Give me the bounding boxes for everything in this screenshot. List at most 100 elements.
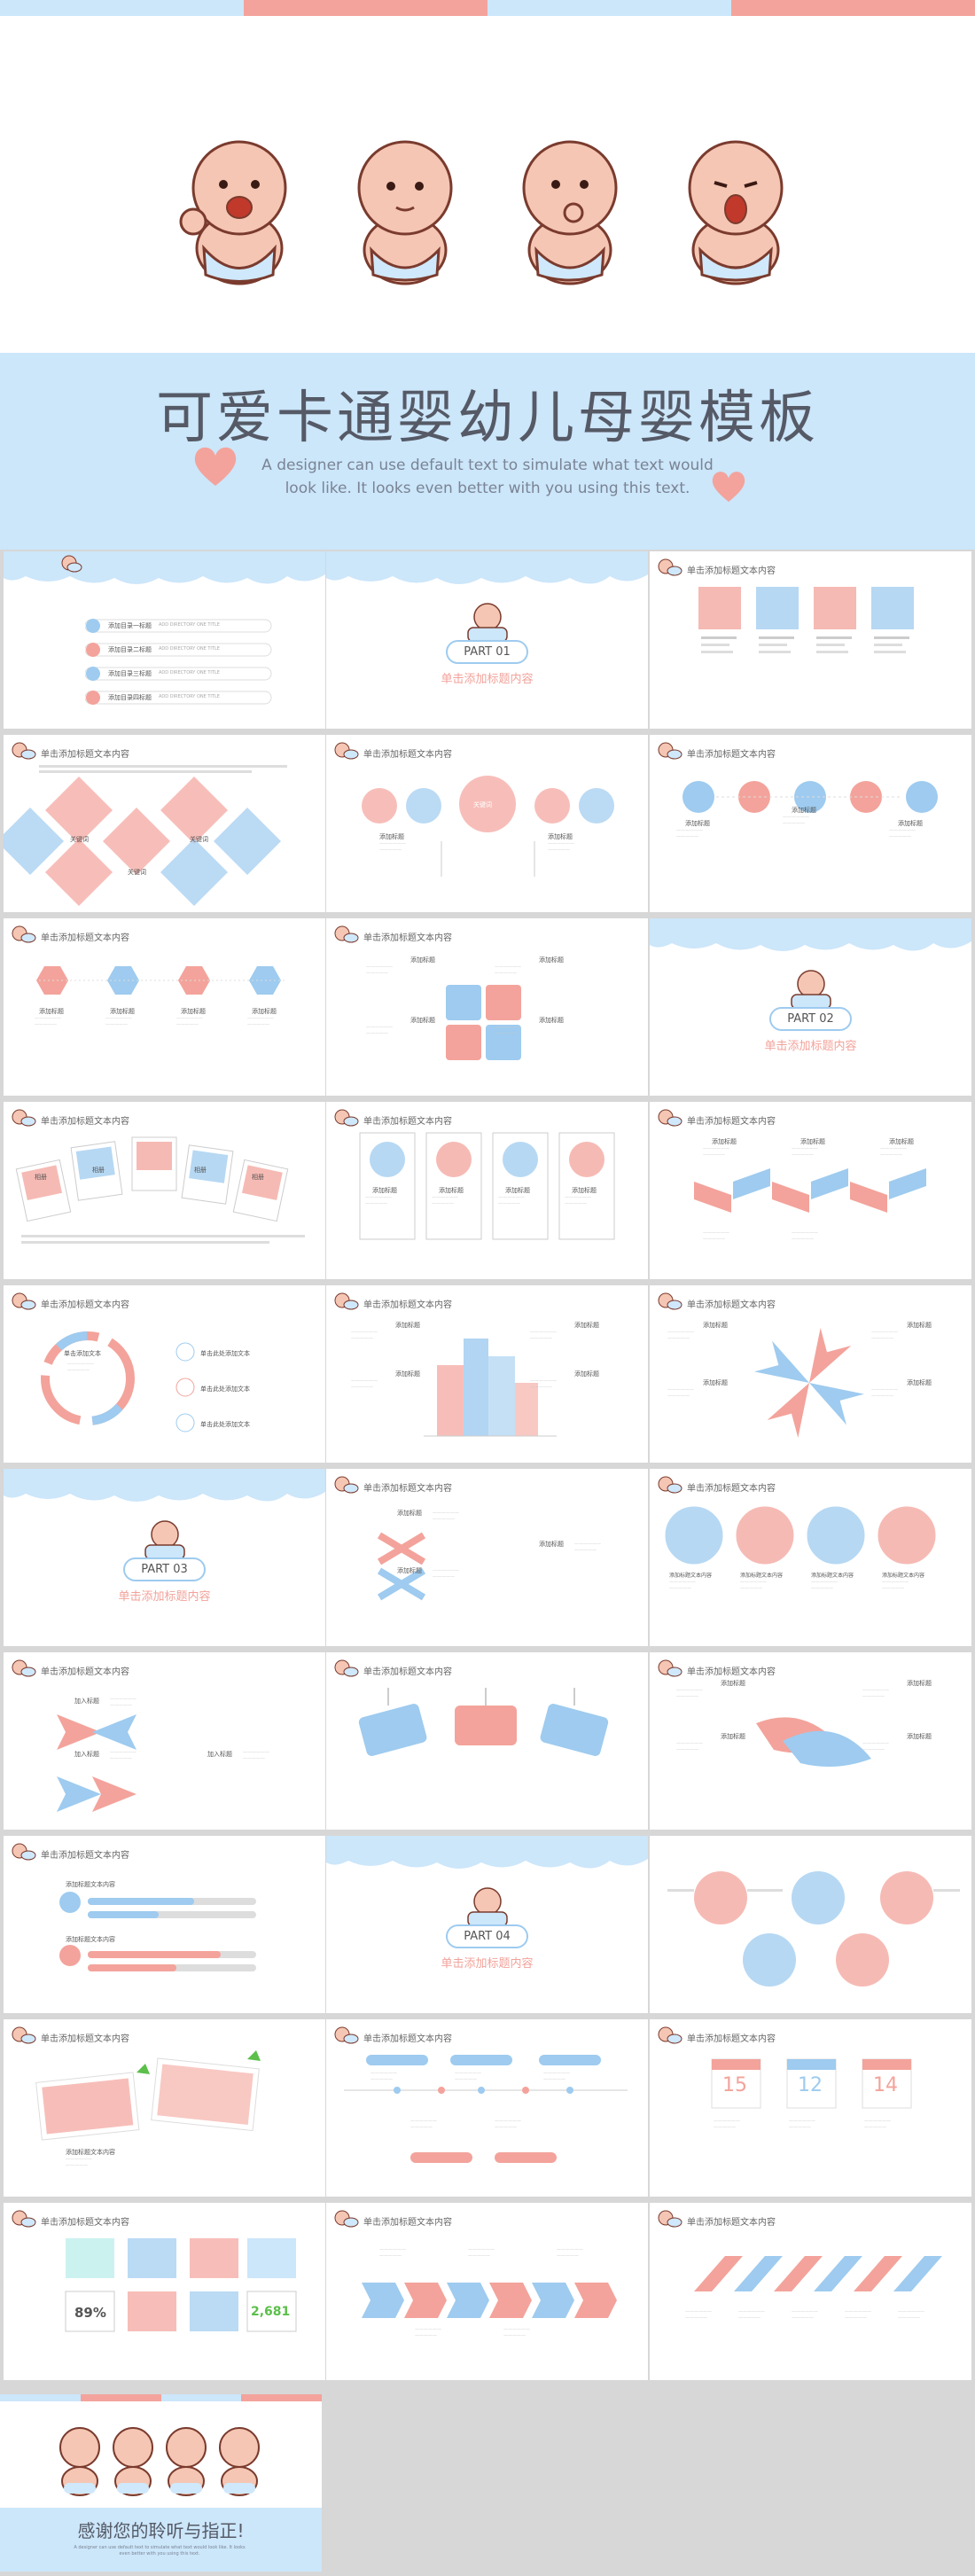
placeholder-text: —————— ————— bbox=[703, 1230, 729, 1242]
item-label: 添加标题 bbox=[703, 1379, 728, 1386]
part-header: PART 04 单击添加标题内容 bbox=[326, 1889, 648, 1971]
item-label: 添加标题 bbox=[907, 1379, 932, 1386]
toc-item-label[interactable]: 添加目录二标题 bbox=[108, 646, 152, 653]
item-label: 添加标题 bbox=[395, 1370, 420, 1378]
diamond-label: 关键词 bbox=[128, 869, 146, 876]
slide-thumbnail-13[interactable]: 单击添加标题文本内容 添加标题 —————— ————— 添加标题 —————— —————… bbox=[650, 1102, 971, 1279]
item-label: 添加标题 bbox=[539, 1017, 564, 1024]
slide-title: 单击添加标题文本内容 bbox=[363, 1667, 452, 1677]
calendar-pages bbox=[650, 2046, 971, 2197]
slide-thumbnail-2[interactable]: 添加目录一标题 ADD DIRECTORY ONE TITLE 添加目录二标题 ADD… bbox=[4, 551, 325, 729]
circle-row bbox=[326, 761, 648, 912]
slide-thumbnail-20[interactable]: 单击添加标题文本内容 加入标题 —————— ————— 加入标题 —————— —————… bbox=[4, 1652, 325, 1830]
slide-thumbnail-25[interactable] bbox=[650, 1836, 971, 2013]
toc-item-label[interactable]: 添加目录一标题 bbox=[108, 622, 152, 629]
cover-slide[interactable]: 可爱卡通婴幼儿母婴模板 A designer can use default t… bbox=[0, 0, 975, 550]
placeholder-text: —————— ————— bbox=[871, 1387, 898, 1399]
baby-logo-icon bbox=[657, 1659, 683, 1682]
placeholder-text: —————— ————— bbox=[105, 1016, 132, 1027]
placeholder-text: —————— ————— bbox=[882, 1580, 909, 1591]
slide-thumbnail-24[interactable]: PART 04 单击添加标题内容 bbox=[326, 1836, 648, 2013]
photo-label: 相册 bbox=[35, 1174, 47, 1181]
slide-thumbnail-10[interactable]: PART 02 单击添加标题内容 bbox=[650, 918, 971, 1096]
timeline-graphic bbox=[326, 2046, 648, 2197]
slide-thumbnail-4[interactable]: 单击添加标题文本内容 bbox=[650, 551, 971, 729]
item-label: 添加标题 bbox=[792, 807, 816, 814]
slide-title: 单击添加标题文本内容 bbox=[687, 566, 776, 576]
diamond-grid bbox=[4, 761, 325, 912]
part-badge: PART 04 bbox=[446, 1924, 528, 1948]
slide-thumbnail-26[interactable]: 单击添加标题文本内容 添加标题文本内容 —————— ————— bbox=[4, 2019, 325, 2197]
slide-thumbnail-23[interactable]: 单击添加标题文本内容 添加标题文本内容 添加标题文本内容 bbox=[4, 1836, 325, 2013]
slide-title: 单击添加标题文本内容 bbox=[363, 1117, 452, 1127]
title-band bbox=[0, 353, 975, 550]
slide-thumbnail-22[interactable]: 单击添加标题文本内容 添加标题 —————— ————— 添加标题 —————— —————… bbox=[650, 1652, 971, 1830]
placeholder-text: —————— ————— bbox=[415, 2327, 441, 2338]
calendar-day: 12 bbox=[798, 2074, 823, 2096]
part-subtitle: 单击添加标题内容 bbox=[441, 673, 534, 686]
item-label: 添加标题文本内容 bbox=[66, 1936, 115, 1943]
slide-thumbnail-17[interactable]: PART 03 单击添加标题内容 bbox=[4, 1469, 325, 1646]
item-label: 添加标题 bbox=[572, 1187, 597, 1194]
slide-title: 单击添加标题文本内容 bbox=[41, 2034, 129, 2044]
item-label: 添加标题 bbox=[574, 1322, 599, 1329]
baby-logo-icon bbox=[333, 2210, 360, 2233]
slide-thumbnail-21[interactable]: 单击添加标题文本内容 bbox=[326, 1652, 648, 1830]
slide-thumbnail-14[interactable]: 单击添加标题文本内容 单击添加文本 —————— ————— 单击此处添加文本 单击此处… bbox=[4, 1285, 325, 1463]
item-label: 添加标题 bbox=[907, 1680, 932, 1687]
toc-pill bbox=[84, 642, 280, 661]
slide-thumbnail-11[interactable]: 单击添加标题文本内容 相册 相册 相册 相册 bbox=[4, 1102, 325, 1279]
part-badge: PART 02 bbox=[769, 1007, 852, 1031]
placeholder-text: —————— ————— bbox=[738, 2309, 765, 2321]
placeholder-text: —————— ————— bbox=[714, 2119, 740, 2130]
slide-thumbnail-6[interactable]: 单击添加标题文本内容 关键词 添加标题 添加标题 —————— ————— —————— ——… bbox=[326, 735, 648, 912]
part-badge: PART 03 bbox=[123, 1557, 206, 1581]
baby-logo-icon bbox=[657, 1109, 683, 1132]
placeholder-text: —————— ————— bbox=[110, 1697, 136, 1708]
slide-title: 单击添加标题文本内容 bbox=[41, 933, 129, 943]
slide-thumbnail-27[interactable]: 单击添加标题文本内容 —————— ————— —————— ————— —————— —… bbox=[326, 2019, 648, 2197]
ending-subtitle: A designer can use default text to simul… bbox=[74, 2545, 246, 2556]
item-label: 加入标题 bbox=[74, 1698, 99, 1705]
item-label: 添加标题 bbox=[712, 1138, 737, 1145]
item-label: 添加标题 bbox=[395, 1322, 420, 1329]
placeholder-text: —————— ————— bbox=[676, 828, 703, 839]
slide-thumbnail-8[interactable]: 单击添加标题文本内容 添加标题 —————— ————— 添加标题 —————— —————… bbox=[4, 918, 325, 1096]
baby-logo-icon bbox=[57, 555, 92, 585]
ending-slide[interactable]: 感谢您的聆听与指正! A designer can use default te… bbox=[0, 2394, 322, 2572]
baby-happy-icon bbox=[179, 140, 287, 285]
slide-thumbnail-9[interactable]: 单击添加标题文本内容 添加标题 —————— ————— 添加标题 —————— —————… bbox=[326, 918, 648, 1096]
slide-thumbnail-7[interactable]: 单击添加标题文本内容 添加标题 —————— ————— 添加标题 —————— —————… bbox=[650, 735, 971, 912]
bubble-row bbox=[650, 1495, 971, 1646]
slide-thumbnail-19[interactable]: 单击添加标题文本内容 添加标题文本内容 —————— ————— 添加标题文本内容 ———… bbox=[650, 1469, 971, 1646]
placeholder-text: —————— ————— bbox=[498, 1195, 525, 1206]
slide-title: 单击添加标题文本内容 bbox=[363, 750, 452, 760]
baby-thinking-icon bbox=[522, 140, 618, 285]
item-label: 加入标题 bbox=[207, 1751, 232, 1758]
toc-item-label[interactable]: 添加目录四标题 bbox=[108, 694, 152, 701]
slide-thumbnail-3[interactable]: PART 01 单击添加标题内容 bbox=[326, 551, 648, 729]
slide-thumbnail-30[interactable]: 单击添加标题文本内容 —————— ————— —————— ————— —————— ——… bbox=[326, 2203, 648, 2380]
placeholder-text: —————— ————— bbox=[565, 1195, 591, 1206]
slide-thumbnail-31[interactable]: 单击添加标题文本内容 —————— ————— —————— ————— —————— ——… bbox=[650, 2203, 971, 2380]
slide-thumbnail-15[interactable]: 单击添加标题文本内容 添加标题 —————— ————— 添加标题 —————— —————… bbox=[326, 1285, 648, 1463]
gradient-squares bbox=[650, 578, 971, 729]
part-header: PART 02 单击添加标题内容 bbox=[650, 972, 971, 1053]
slide-thumbnail-28[interactable]: 单击添加标题文本内容 15 —————— ————— 12 —————— ————— 14 ——… bbox=[650, 2019, 971, 2197]
slide-thumbnail-29[interactable]: 单击添加标题文本内容 89% 2,681 bbox=[4, 2203, 325, 2380]
slide-title: 单击添加标题文本内容 bbox=[41, 1300, 129, 1310]
baby-logo-icon bbox=[333, 1659, 360, 1682]
placeholder-text: —————— ————— bbox=[862, 1741, 889, 1752]
cover-title: 可爱卡通婴幼儿母婴模板 bbox=[156, 386, 819, 451]
placeholder-text: —————— ————— bbox=[548, 841, 574, 853]
toc-item-label[interactable]: 添加目录三标题 bbox=[108, 670, 152, 677]
slide-thumbnail-12[interactable]: 单击添加标题文本内容 添加标题 —————— ————— 添加标题 —————— —————… bbox=[326, 1102, 648, 1279]
stat-percent: 89% bbox=[74, 2305, 106, 2321]
slide-thumbnail-16[interactable]: 单击添加标题文本内容 添加标题 —————— ————— 添加标题 —————— —————… bbox=[650, 1285, 971, 1463]
baby-icon bbox=[138, 1518, 191, 1566]
arrow-chevrons bbox=[326, 2229, 648, 2380]
slide-thumbnail-5[interactable]: 单击添加标题文本内容 关键词 关键词 关键词 bbox=[4, 735, 325, 912]
cloud-decoration bbox=[326, 1836, 648, 1884]
slide-thumbnail-18[interactable]: 单击添加标题文本内容 添加标题 —————— ————— 添加标题 —————— —————… bbox=[326, 1469, 648, 1646]
baby-illustrations bbox=[168, 133, 807, 301]
